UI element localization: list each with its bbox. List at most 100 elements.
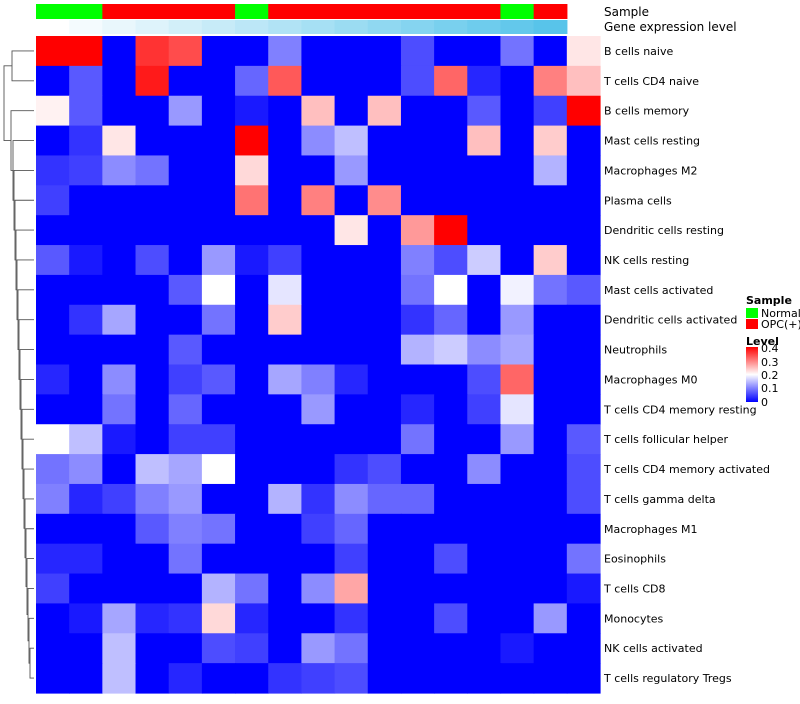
heatmap-cell bbox=[367, 633, 402, 664]
heatmap-cell bbox=[135, 65, 170, 97]
level-legend-title: Level bbox=[746, 335, 779, 348]
heatmap-cell bbox=[467, 185, 502, 216]
heatmap-cell bbox=[334, 454, 369, 485]
level-tick-0-2: 0.2 bbox=[761, 369, 779, 382]
heatmap-cell bbox=[102, 603, 137, 634]
sample-annotation-bar bbox=[36, 4, 568, 19]
heatmap-cell bbox=[367, 36, 402, 67]
heatmap-cell bbox=[102, 215, 137, 246]
heatmap-cell bbox=[367, 274, 402, 306]
row-label: NK cells activated bbox=[604, 642, 703, 655]
heatmap-cell bbox=[69, 483, 103, 515]
heatmap-cell bbox=[69, 215, 103, 246]
heatmap-cell bbox=[135, 633, 170, 664]
heatmap-cell bbox=[36, 65, 70, 97]
heatmap-cell bbox=[201, 483, 236, 515]
heatmap-cell bbox=[400, 245, 435, 276]
heatmap-cell bbox=[69, 185, 103, 216]
heatmap-cell bbox=[135, 364, 170, 395]
heatmap-cell bbox=[533, 334, 568, 366]
heatmap-cell bbox=[135, 185, 170, 216]
heatmap-cell bbox=[102, 633, 137, 664]
heatmap-cell bbox=[500, 513, 535, 545]
heatmap-cell bbox=[102, 573, 137, 605]
heatmap-cell bbox=[367, 663, 402, 694]
heatmap-cell bbox=[434, 155, 468, 186]
heatmap-cell bbox=[69, 125, 103, 157]
legend-swatch-normal bbox=[746, 308, 758, 318]
heatmap-cell bbox=[566, 155, 601, 186]
gene-expression-annotation-cell bbox=[69, 20, 103, 34]
heatmap-cell bbox=[268, 454, 303, 485]
heatmap-cell bbox=[500, 334, 535, 366]
heatmap-cell bbox=[168, 603, 203, 634]
heatmap-cell bbox=[533, 125, 568, 157]
heatmap-cell bbox=[500, 603, 535, 634]
heatmap-cell bbox=[135, 483, 170, 515]
heatmap-cell bbox=[533, 603, 568, 634]
heatmap-cell bbox=[135, 573, 170, 605]
heatmap-cell bbox=[467, 36, 502, 67]
heatmap-cell bbox=[533, 513, 568, 545]
heatmap-cell bbox=[566, 125, 601, 157]
heatmap-cell bbox=[268, 364, 303, 395]
heatmap-cell bbox=[69, 543, 103, 575]
heatmap-cell bbox=[334, 483, 369, 515]
sample-annotation-cell bbox=[168, 4, 203, 19]
heatmap-cell bbox=[566, 334, 601, 366]
heatmap-cell bbox=[301, 603, 336, 634]
heatmap-cell bbox=[168, 185, 203, 216]
heatmap-cell bbox=[268, 513, 303, 545]
heatmap-cell bbox=[533, 633, 568, 664]
heatmap-cell bbox=[400, 155, 435, 186]
heatmap-cell bbox=[301, 454, 336, 485]
heatmap-cell bbox=[566, 215, 601, 246]
heatmap-cell bbox=[268, 334, 303, 366]
sample-annotation-cell bbox=[467, 4, 502, 19]
heatmap-cell bbox=[434, 36, 468, 67]
heatmap-cell bbox=[566, 573, 601, 605]
heatmap-cell bbox=[36, 424, 70, 455]
heatmap-cell bbox=[36, 364, 70, 395]
heatmap-cell bbox=[434, 633, 468, 664]
heatmap-cell bbox=[102, 245, 137, 276]
heatmap-cell bbox=[400, 334, 435, 366]
heatmap-cell bbox=[168, 155, 203, 186]
heatmap-cell bbox=[334, 334, 369, 366]
heatmap-cell bbox=[201, 304, 236, 336]
heatmap-cell bbox=[334, 65, 369, 97]
heatmap-cell bbox=[102, 424, 137, 455]
gene-expression-annotation-cell bbox=[500, 20, 535, 34]
heatmap-cell bbox=[434, 543, 468, 575]
heatmap-cell bbox=[467, 663, 502, 694]
heatmap-cell bbox=[301, 543, 336, 575]
heatmap-cell bbox=[334, 36, 369, 67]
heatmap-cell bbox=[400, 185, 435, 216]
dendrogram-branch bbox=[29, 647, 34, 679]
heatmap-cell bbox=[201, 155, 236, 186]
heatmap-cell bbox=[434, 65, 468, 97]
heatmap-cell bbox=[268, 125, 303, 157]
heatmap-cell bbox=[268, 215, 303, 246]
row-label: B cells naive bbox=[604, 45, 673, 58]
heatmap-cell bbox=[367, 573, 402, 605]
heatmap-cell bbox=[102, 125, 137, 157]
heatmap-cell bbox=[36, 155, 70, 186]
heatmap-cell bbox=[467, 274, 502, 306]
heatmap-cell bbox=[268, 155, 303, 186]
heatmap-cell bbox=[434, 603, 468, 634]
heatmap-cell bbox=[168, 663, 203, 694]
heatmap-cell bbox=[334, 304, 369, 336]
heatmap-cell bbox=[301, 125, 336, 157]
heatmap-cell bbox=[533, 185, 568, 216]
heatmap-cell bbox=[467, 125, 502, 157]
heatmap-cell bbox=[235, 424, 269, 455]
heatmap-cell bbox=[500, 125, 535, 157]
heatmap-cell bbox=[334, 543, 369, 575]
heatmap-cell bbox=[566, 245, 601, 276]
heatmap-cell bbox=[135, 245, 170, 276]
heatmap-cell bbox=[102, 65, 137, 97]
heatmap-cell bbox=[69, 334, 103, 366]
heatmap-cell bbox=[367, 155, 402, 186]
heatmap-cell bbox=[268, 245, 303, 276]
